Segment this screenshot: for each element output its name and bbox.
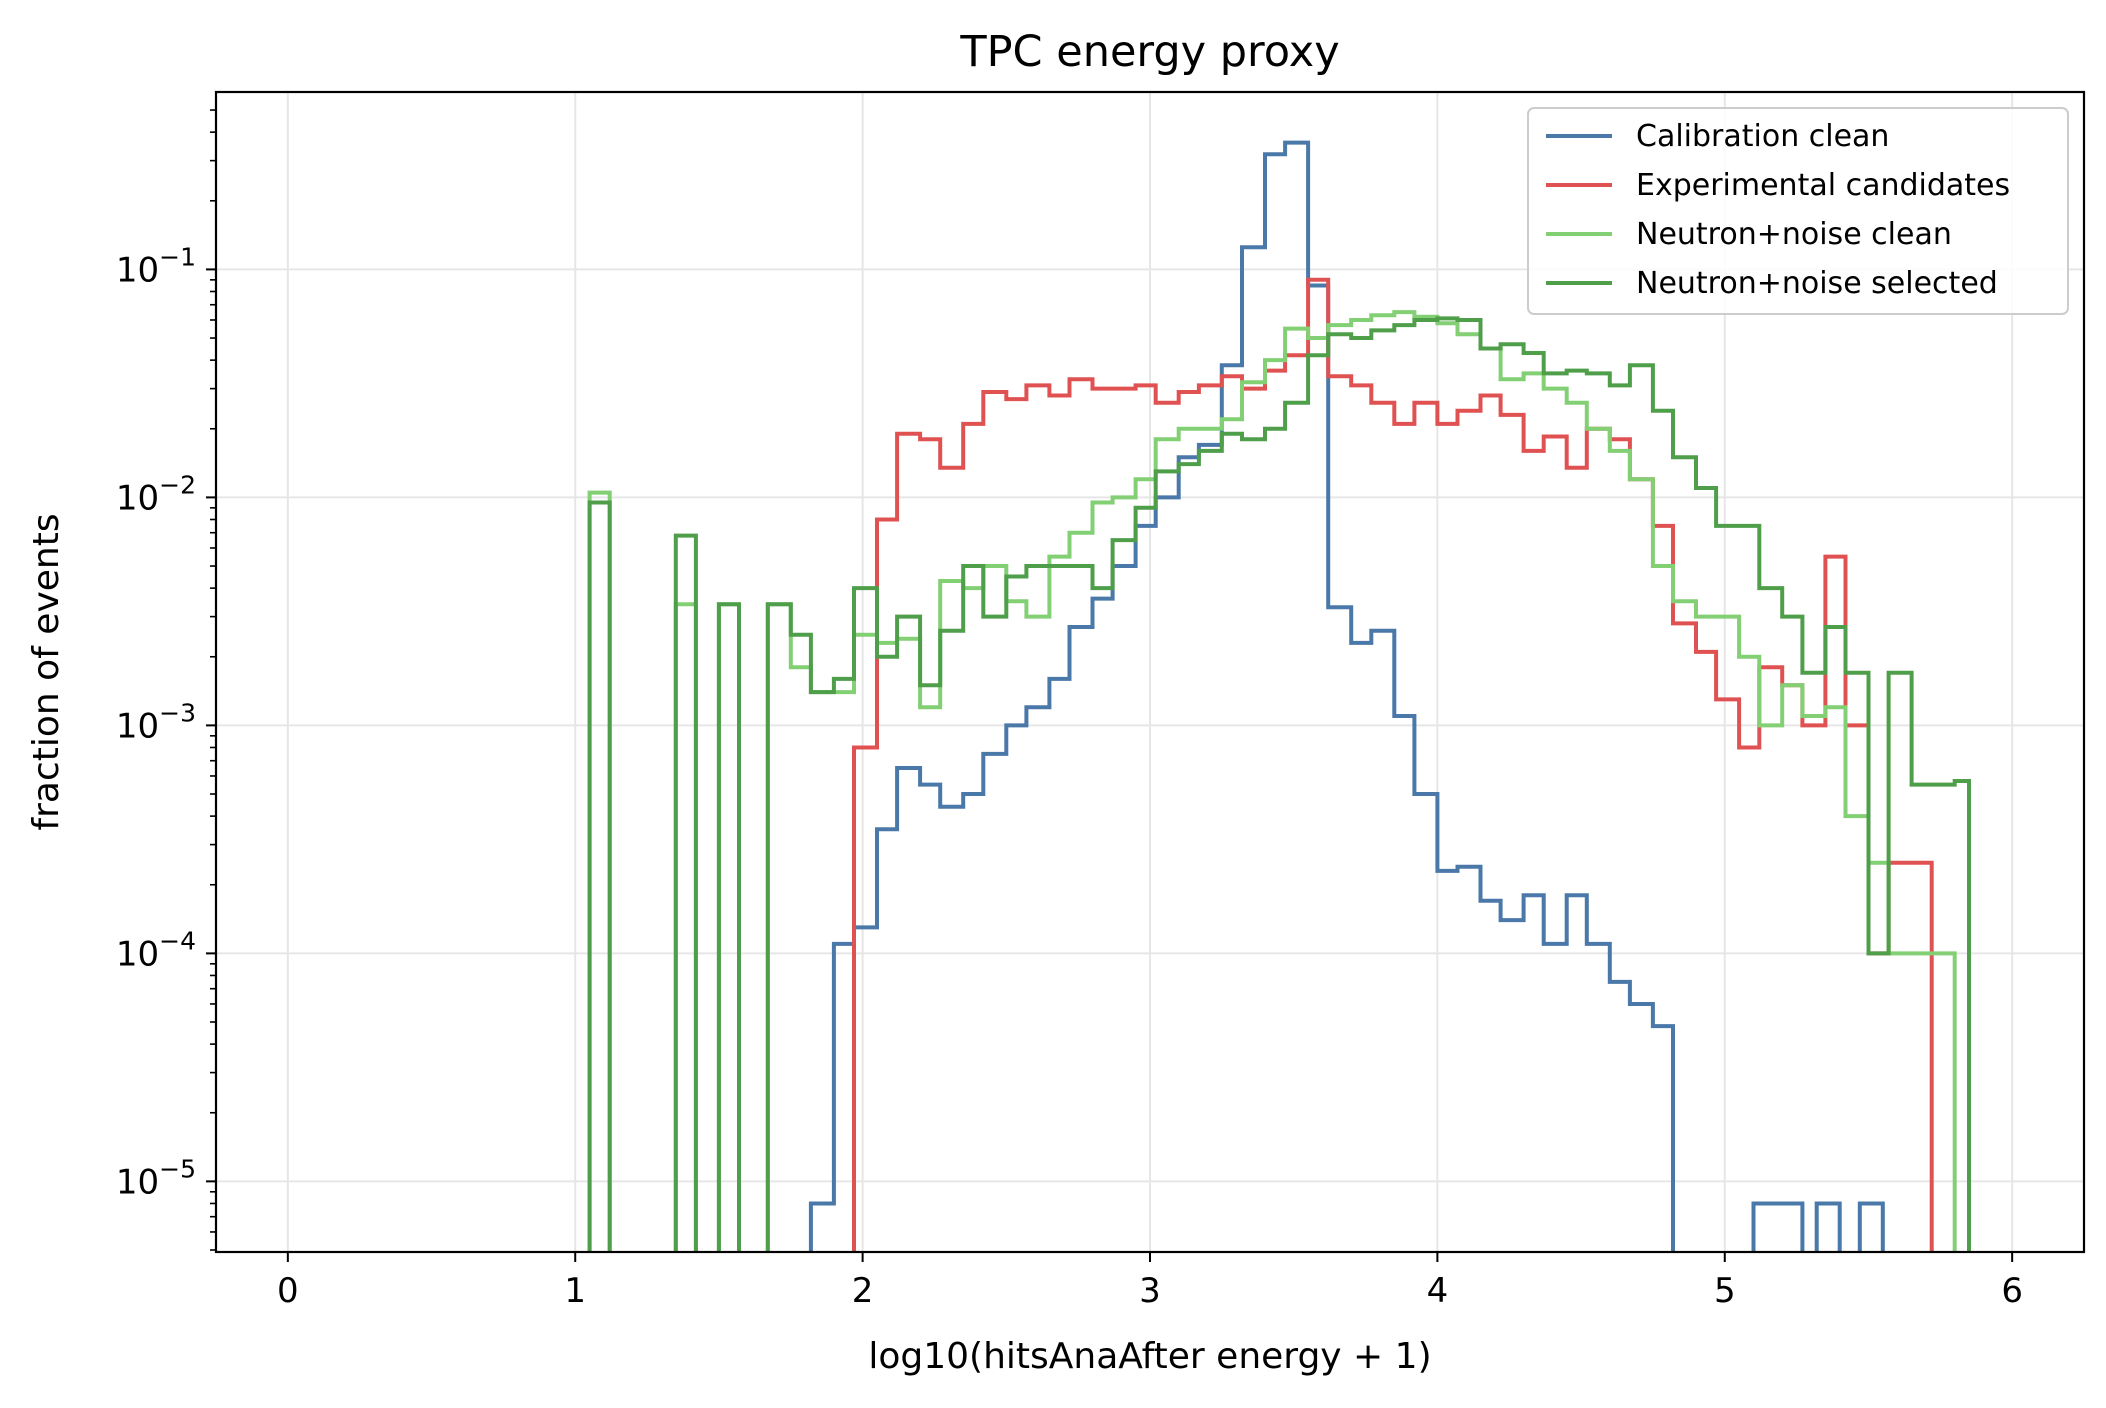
y-tick-label: 10−3 [116,698,196,746]
y-tick-label: 10−1 [116,242,196,290]
x-tick-label: 4 [1427,1271,1449,1311]
legend-label: Experimental candidates [1636,168,2010,203]
chart-title: TPC energy proxy [959,27,1339,77]
x-tick-label: 2 [852,1271,874,1311]
x-tick-label: 1 [564,1271,586,1311]
x-tick-label: 3 [1139,1271,1161,1311]
x-axis-label: log10(hitsAnaAfter energy + 1) [868,1336,1431,1377]
series-line-experimental-candidates [852,277,1934,1252]
x-tick-label: 0 [277,1271,299,1311]
y-axis-label: fraction of events [26,513,67,830]
legend-box [1527,107,2069,315]
legend-label: Neutron+noise selected [1636,266,1998,301]
legend-label: Calibration clean [1636,119,1889,154]
x-tick-label: 5 [1714,1271,1736,1311]
legend-entries: Calibration clean Experimental candidates… [1546,119,2010,301]
y-tick-label: 10−4 [116,926,196,974]
series-line-neutron-noise-selected [587,316,1971,1252]
series-layer [587,140,1971,1252]
y-tick-label: 10−2 [116,470,196,518]
x-tick-label: 6 [2001,1271,2023,1311]
series-line-calibration-clean [808,140,1885,1252]
ticks: 0 1 2 3 4 5 6 10−5 10−4 10−3 10−2 10−1 [116,109,2023,1311]
legend-label: Neutron+noise clean [1636,217,1952,252]
y-tick-label: 10−5 [116,1154,196,1202]
legend: Calibration clean Experimental candidates… [1527,107,2069,315]
